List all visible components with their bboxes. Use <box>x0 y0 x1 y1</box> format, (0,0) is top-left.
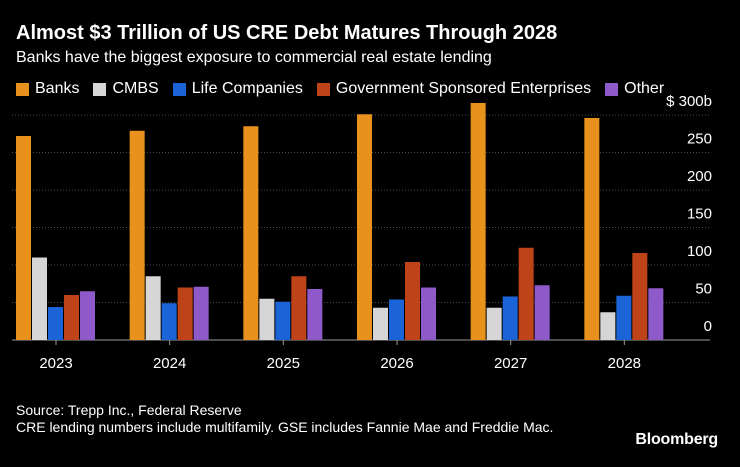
legend-item-cmbs: CMBS <box>93 80 159 98</box>
bar-other-2024 <box>193 286 209 340</box>
chart-subtitle: Banks have the biggest exposure to comme… <box>16 49 492 66</box>
footer: Source: Trepp Inc., Federal Reserve CRE … <box>16 402 586 436</box>
y-tick-label-100: 100 <box>687 243 712 260</box>
bar-cmbs-2028 <box>600 312 616 340</box>
bar-government-sponsored-enterprises-2026 <box>405 262 420 340</box>
legend-item-other: Other <box>605 80 664 98</box>
legend-item-banks: Banks <box>16 80 79 98</box>
x-tick-label-2026: 2026 <box>380 355 413 372</box>
x-tick-label-2028: 2028 <box>608 355 641 372</box>
bar-banks-2026 <box>357 114 372 340</box>
bar-other-2028 <box>648 288 664 340</box>
bar-life-companies-2026 <box>389 299 404 340</box>
x-tick-label-2024: 2024 <box>153 355 186 372</box>
legend-item-life-companies: Life Companies <box>172 80 303 98</box>
bar-other-2023 <box>80 291 95 340</box>
x-tick-label-2023: 2023 <box>39 355 72 372</box>
legend-label-life-companies: Life Companies <box>191 80 303 97</box>
legend-item-gse: Government Sponsored Enterprises <box>316 80 592 98</box>
y-tick-label-0: 0 <box>704 318 712 335</box>
x-tick-label-2027: 2027 <box>494 355 527 372</box>
bar-government-sponsored-enterprises-2027 <box>518 247 534 340</box>
y-tick-label-50: 50 <box>695 281 712 298</box>
source-note: Source: Trepp Inc., Federal Reserve <box>16 402 242 418</box>
legend-swatch-cmbs <box>93 82 107 96</box>
bar-other-2025 <box>307 289 323 340</box>
legend-swatch-gse <box>316 82 330 96</box>
bar-cmbs-2025 <box>259 298 275 340</box>
y-tick-label-250: 250 <box>687 131 712 148</box>
legend-label-gse: Government Sponsored Enterprises <box>335 80 592 97</box>
bar-government-sponsored-enterprises-2024 <box>177 287 193 340</box>
bar-life-companies-2027 <box>502 296 518 340</box>
bar-cmbs-2027 <box>486 307 502 340</box>
bar-government-sponsored-enterprises-2025 <box>291 276 307 340</box>
bar-cmbs-2024 <box>145 276 161 340</box>
bar-life-companies-2024 <box>161 303 177 340</box>
bloomberg-logo: Bloomberg <box>635 431 718 448</box>
legend-swatch-other <box>605 82 619 96</box>
y-tick-label-300: $ 300b <box>666 93 712 110</box>
bar-cmbs-2026 <box>373 307 388 340</box>
bar-life-companies-2028 <box>616 295 632 340</box>
legend-label-cmbs: CMBS <box>112 80 159 97</box>
legend-swatch-banks <box>16 82 29 96</box>
bar-life-companies-2025 <box>275 301 291 340</box>
bar-other-2026 <box>421 287 436 340</box>
bar-banks-2025 <box>243 126 259 340</box>
y-tick-label-200: 200 <box>687 168 712 185</box>
bar-life-companies-2023 <box>48 307 63 340</box>
bar-banks-2028 <box>584 118 600 340</box>
bar-government-sponsored-enterprises-2028 <box>632 253 648 340</box>
bar-other-2027 <box>534 285 550 340</box>
bar-banks-2027 <box>470 103 486 340</box>
bar-government-sponsored-enterprises-2023 <box>64 295 79 340</box>
legend-label-banks: Banks <box>35 80 80 97</box>
legend: Banks CMBS Life Companies Government Spo… <box>16 80 678 98</box>
y-tick-label-150: 150 <box>687 206 712 223</box>
bar-banks-2024 <box>129 130 145 340</box>
legend-label-other: Other <box>624 80 665 97</box>
bar-cmbs-2023 <box>32 257 47 340</box>
bar-banks-2023 <box>16 136 31 340</box>
methodology-note: CRE lending numbers include multifamily.… <box>16 419 554 435</box>
x-tick-label-2025: 2025 <box>267 355 300 372</box>
legend-swatch-life-companies <box>172 82 186 96</box>
chart-title: Almost $3 Trillion of US CRE Debt Mature… <box>16 22 558 44</box>
